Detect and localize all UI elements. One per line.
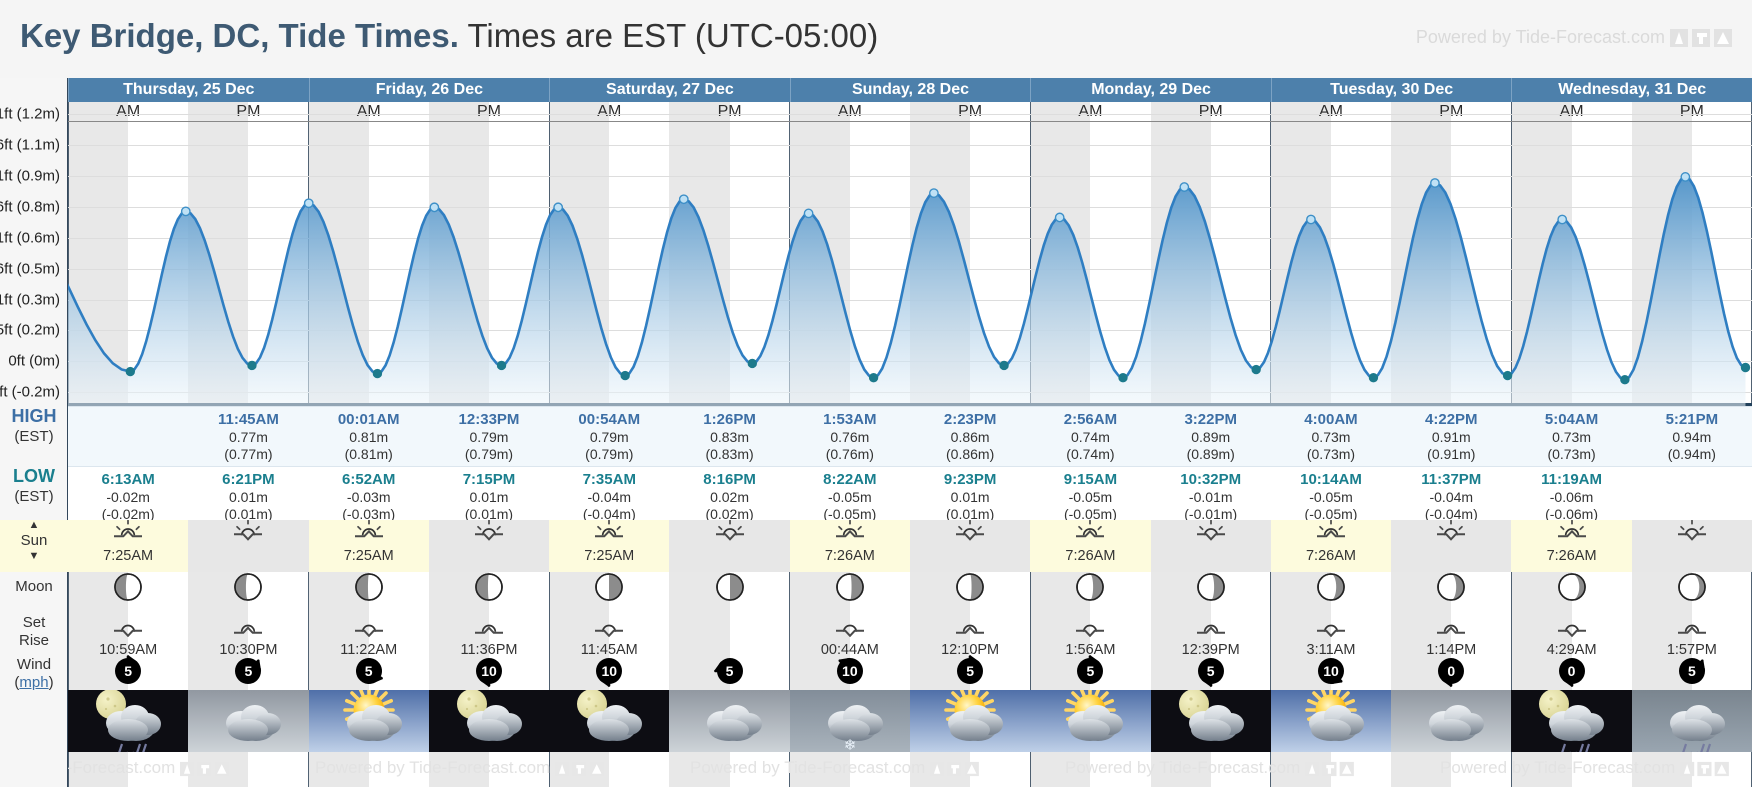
- svg-text:❄: ❄: [843, 737, 856, 752]
